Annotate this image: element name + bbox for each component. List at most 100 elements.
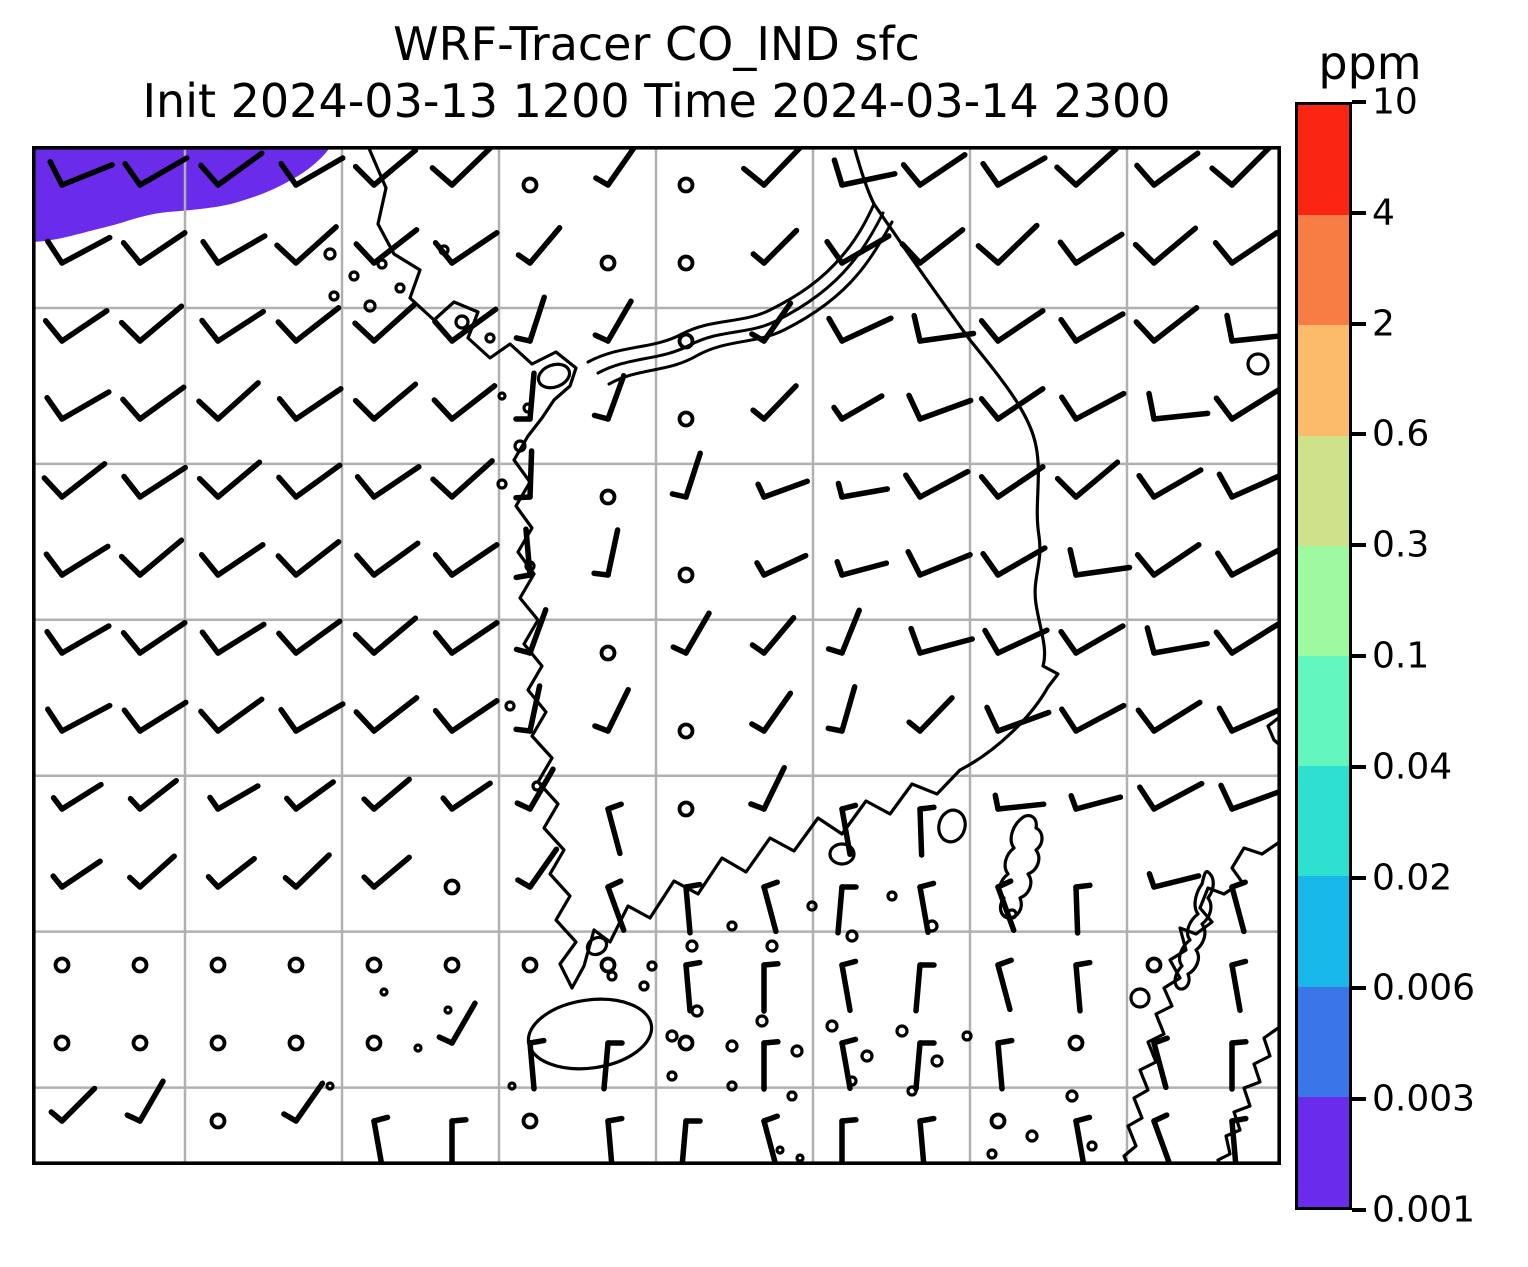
wind-barb <box>1216 705 1281 734</box>
wind-barb <box>361 776 412 812</box>
wind-barb <box>1213 621 1281 656</box>
wind-barb-stroke <box>45 706 65 734</box>
plot-title-line1: WRF-Tracer CO_IND sfc <box>393 17 920 71</box>
calm-circle <box>287 1034 305 1052</box>
wind-barb-stroke <box>917 1115 937 1124</box>
calm-wind-circle <box>53 956 71 974</box>
calm-wind-circle <box>599 956 617 974</box>
wind-barb-stroke <box>276 630 299 656</box>
calm-wind-circle <box>131 1034 149 1052</box>
wind-barb-stroke <box>527 225 563 266</box>
wind-barb-stroke <box>1151 1035 1170 1046</box>
wind-barb-stroke <box>514 800 533 812</box>
wind-barb <box>834 559 890 578</box>
wind-barb-stroke <box>431 397 455 422</box>
wind-barb-stroke <box>196 475 221 500</box>
colorbar-tick-label: 0.001 <box>1372 1189 1476 1231</box>
wind-barb-stroke <box>352 397 377 422</box>
wind-barb-stroke <box>995 155 1048 188</box>
wind-barb-stroke <box>761 879 780 890</box>
wind-barb-stroke <box>1144 625 1157 656</box>
wind-barb-stroke <box>605 686 631 734</box>
calm-circle <box>443 878 461 896</box>
wind-barb <box>514 766 556 812</box>
wind-barb <box>978 386 1046 422</box>
small-island <box>690 1004 704 1018</box>
wind-barb-stroke <box>741 165 767 188</box>
wind-barb-stroke <box>1216 471 1235 500</box>
wind-barb-stroke <box>1136 472 1157 500</box>
wind-barb <box>1067 546 1133 578</box>
wind-barb <box>1137 780 1205 812</box>
wind-barb <box>1146 871 1202 890</box>
wind-barb <box>749 615 797 656</box>
wind-barb-stroke <box>371 776 412 812</box>
wind-barb <box>1054 146 1119 188</box>
wind-barb <box>361 854 412 890</box>
calm-circle <box>677 410 695 428</box>
wind-barb <box>761 1039 781 1092</box>
small-island <box>1086 1140 1098 1152</box>
wind-barb-stroke <box>199 629 221 656</box>
wind-barb-stroke <box>831 404 845 422</box>
wind-barb-stroke <box>1151 467 1204 500</box>
colorbar-tick-label: 0.1 <box>1372 635 1430 677</box>
colorbar-segment <box>1298 1096 1349 1208</box>
wind-barb-stroke <box>917 806 925 858</box>
wind-barb-stroke <box>839 486 891 500</box>
wind-barb <box>1073 882 1093 936</box>
wind-barb <box>906 695 955 734</box>
wind-barb <box>120 620 188 656</box>
wind-barb <box>200 233 268 266</box>
wind-barb-stroke <box>371 381 419 422</box>
wind-barb-stroke <box>449 1000 478 1046</box>
colorbar-segment <box>1298 105 1349 216</box>
wind-barb-stroke <box>824 238 845 266</box>
wind-barb-stroke <box>1229 1039 1249 1046</box>
wind-barb-stroke <box>1218 782 1235 812</box>
wind-barb <box>741 146 805 188</box>
wind-barb <box>120 384 187 422</box>
calm-wind-circle <box>53 1034 71 1052</box>
wind-barb-stroke <box>1073 959 1093 968</box>
wind-barb <box>748 764 787 812</box>
calm-wind-circle <box>443 878 461 896</box>
wind-barb-stroke <box>683 881 703 890</box>
wind-barb-stroke <box>754 560 767 578</box>
wind-barb-stroke <box>1151 873 1202 890</box>
wind-barb-stroke <box>513 335 533 344</box>
wind-barb-stroke <box>44 628 65 656</box>
wind-barb <box>527 1037 547 1092</box>
wind-barb-stroke <box>50 795 65 812</box>
wind-barb <box>276 386 344 422</box>
wind-barb <box>905 549 973 578</box>
wind-barb-stroke <box>911 312 923 344</box>
wind-barb-stroke <box>1229 958 1249 968</box>
wind-barb-stroke <box>605 884 627 933</box>
small-island <box>986 1148 998 1160</box>
wind-barb-stroke <box>120 240 143 266</box>
wind-barb <box>207 783 261 812</box>
wind-barb <box>605 1115 625 1165</box>
wind-barb-stroke <box>1215 550 1235 578</box>
wind-barb <box>118 537 185 578</box>
wind-barb <box>45 234 113 266</box>
wind-barb-stroke <box>215 308 267 344</box>
wind-barb <box>276 618 343 656</box>
wind-barb-stroke <box>831 157 845 188</box>
wind-barb-stroke <box>683 450 703 500</box>
wind-barb <box>995 878 1017 933</box>
wind-barb-stroke <box>353 709 377 734</box>
wind-barb-stroke <box>1151 1040 1169 1091</box>
map-panel <box>32 146 1281 1165</box>
wind-barb-stroke <box>917 397 974 422</box>
wind-barb-stroke <box>592 723 611 734</box>
wind-barb-stroke <box>352 631 377 656</box>
wind-barb <box>1135 699 1203 734</box>
wind-barb-stroke <box>276 474 299 500</box>
calm-circle <box>521 176 539 194</box>
small-island <box>1065 1089 1079 1103</box>
wind-barb-stroke <box>1073 1114 1093 1124</box>
wind-barb-stroke <box>839 607 862 656</box>
